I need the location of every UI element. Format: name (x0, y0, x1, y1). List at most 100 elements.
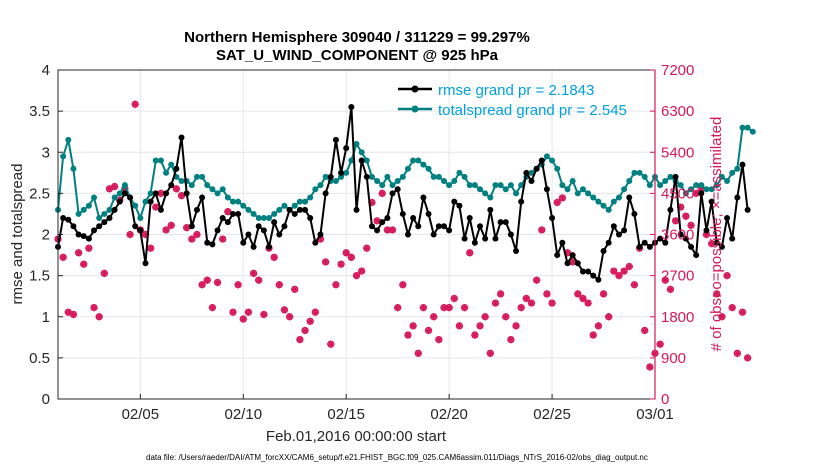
rmse-point (672, 173, 679, 180)
totalspread-point (358, 149, 365, 156)
totalspread-point (404, 165, 411, 172)
obs-assimilated-marker (424, 326, 433, 335)
totalspread-point (585, 190, 592, 197)
obs-assimilated-marker (219, 235, 227, 243)
obs-assimilated-marker (507, 335, 515, 344)
obs-assimilated-marker (383, 226, 391, 234)
rmse-point (415, 223, 422, 230)
y-axis-label-right: # of obs: o=possible; ×=assimilated (708, 117, 725, 352)
totalspread-point (451, 178, 458, 185)
totalspread-point (368, 173, 375, 180)
obs-assimilated-marker (471, 331, 479, 339)
obs-assimilated-marker (584, 299, 592, 307)
obs-assimilated-marker (69, 310, 78, 319)
rmse-point (327, 173, 334, 180)
obs-assimilated-marker (419, 304, 428, 312)
rmse-point (682, 235, 689, 242)
obs-assimilated-marker (733, 349, 741, 357)
totalspread-point (636, 169, 643, 176)
totalspread-point (430, 173, 437, 180)
obs-assimilated-marker (126, 230, 134, 239)
totalspread-point (75, 210, 82, 217)
totalspread-point (708, 186, 715, 193)
rmse-point (641, 239, 648, 246)
totalspread-point (492, 182, 499, 189)
obs-assimilated-marker (131, 100, 139, 108)
rmse-point (85, 235, 92, 242)
rmse-point (693, 252, 700, 259)
totalspread-point (477, 186, 484, 193)
obs-assimilated-marker (285, 313, 294, 321)
obs-assimilated-marker (342, 249, 350, 257)
obs-assimilated-marker (275, 281, 283, 289)
rmse-point (116, 198, 123, 205)
obs-assimilated-marker (445, 304, 453, 312)
obs-assimilated-marker (574, 290, 582, 298)
totalspread-point (229, 198, 236, 205)
obs-assimilated-marker (352, 272, 361, 280)
obs-assimilated-marker (548, 299, 556, 307)
totalspread-point (615, 194, 622, 201)
obs-assimilated-marker (527, 299, 536, 307)
rmse-point (523, 169, 530, 176)
rmse-point (477, 223, 484, 230)
obs-assimilated-marker (666, 285, 675, 293)
totalspread-point (363, 157, 370, 164)
obs-assimilated-marker (358, 267, 366, 275)
obs-assimilated-marker (80, 260, 88, 268)
obs-assimilated-marker (723, 272, 731, 280)
totalspread-point (456, 169, 463, 176)
totalspread-point (440, 178, 447, 185)
obs-assimilated-marker (291, 285, 299, 293)
rmse-point (600, 247, 607, 254)
totalspread-point (749, 128, 756, 135)
obs-assimilated-marker (152, 203, 160, 211)
obs-assimilated-marker (440, 304, 448, 312)
rmse-point (266, 243, 273, 250)
obs-assimilated-marker (327, 340, 335, 348)
rmse-point (538, 157, 545, 164)
obs-assimilated-marker (193, 230, 201, 239)
obs-assimilated-marker (301, 326, 309, 335)
obs-assimilated-marker (100, 269, 108, 277)
y-tick-label-right: 2700 (661, 268, 694, 285)
rmse-point (343, 145, 350, 152)
axis-ticks: 02/05 02/10 02/15 02/20 02/25 03/0100.511.522… (29, 62, 694, 423)
totalspread-point (554, 165, 561, 172)
y-tick-label-right: 4500 (661, 185, 694, 202)
rmse-point (410, 215, 417, 222)
rmse-point (291, 210, 298, 217)
rmse-point (621, 227, 628, 234)
obs-assimilated-marker (450, 294, 458, 303)
totalspread-point (420, 161, 427, 168)
rmse-point (533, 165, 540, 172)
rmse-point (204, 239, 211, 246)
totalspread-point (260, 215, 267, 222)
totalspread-point (157, 157, 164, 164)
totalspread-point (744, 124, 751, 131)
rmse-point (636, 243, 643, 250)
obs-assimilated-marker (332, 281, 340, 289)
obs-assimilated-marker (239, 315, 247, 323)
obs-assimilated-marker (708, 240, 716, 248)
obs-assimilated-marker (399, 281, 407, 289)
obs-assimilated-marker (95, 313, 103, 321)
totalspread-point (667, 173, 674, 180)
totalspread-point (518, 182, 525, 189)
totalspread-point (471, 182, 478, 189)
rmse-point (446, 227, 453, 234)
totalspread-point (374, 178, 381, 185)
obs-assimilated-marker (394, 304, 402, 312)
obs-assimilated-marker (533, 276, 541, 284)
obs-assimilated-marker (538, 226, 546, 234)
totalspread-point (605, 206, 612, 213)
totalspread-point (276, 206, 283, 213)
rmse-point (379, 219, 386, 226)
x-tick-label: 02/10 (225, 406, 263, 423)
obs-assimilated-marker (183, 224, 191, 232)
rmse-point (168, 182, 175, 189)
rmse-point (502, 219, 509, 226)
rmse-point (229, 210, 236, 217)
totalspread-point (209, 186, 216, 193)
